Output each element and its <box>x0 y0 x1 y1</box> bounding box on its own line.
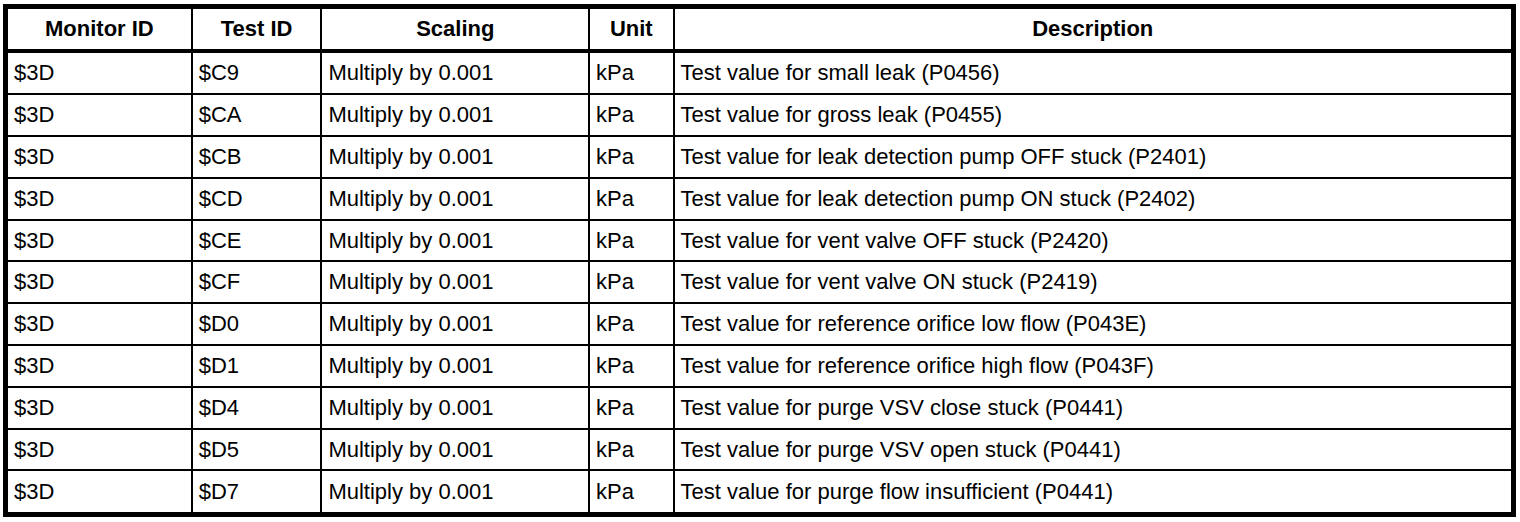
cell-monitor-id: $3D <box>6 51 192 94</box>
cell-unit: kPa <box>589 470 673 514</box>
cell-test-id: $CB <box>192 136 322 178</box>
cell-description: Test value for small leak (P0456) <box>674 51 1514 94</box>
table-row: $3D$D7Multiply by 0.001kPaTest value for… <box>6 470 1514 514</box>
monitor-test-table-container: Monitor ID Test ID Scaling Unit Descript… <box>3 4 1516 517</box>
cell-scaling: Multiply by 0.001 <box>321 220 589 262</box>
cell-monitor-id: $3D <box>6 429 192 471</box>
table-row: $3D$D1Multiply by 0.001kPaTest value for… <box>6 345 1514 387</box>
cell-test-id: $CF <box>192 261 322 303</box>
cell-test-id: $D5 <box>192 429 322 471</box>
cell-test-id: $CA <box>192 94 322 136</box>
cell-test-id: $D0 <box>192 303 322 345</box>
cell-scaling: Multiply by 0.001 <box>321 261 589 303</box>
table-row: $3D$C9Multiply by 0.001kPaTest value for… <box>6 51 1514 94</box>
cell-unit: kPa <box>589 387 673 429</box>
cell-monitor-id: $3D <box>6 136 192 178</box>
cell-monitor-id: $3D <box>6 470 192 514</box>
table-row: $3D$D0Multiply by 0.001kPaTest value for… <box>6 303 1514 345</box>
table-row: $3D$CDMultiply by 0.001kPaTest value for… <box>6 178 1514 220</box>
cell-scaling: Multiply by 0.001 <box>321 51 589 94</box>
cell-monitor-id: $3D <box>6 387 192 429</box>
cell-test-id: $CE <box>192 220 322 262</box>
cell-description: Test value for purge flow insufficient (… <box>674 470 1514 514</box>
cell-description: Test value for reference orifice high fl… <box>674 345 1514 387</box>
cell-unit: kPa <box>589 94 673 136</box>
cell-description: Test value for purge VSV close stuck (P0… <box>674 387 1514 429</box>
cell-unit: kPa <box>589 51 673 94</box>
cell-scaling: Multiply by 0.001 <box>321 429 589 471</box>
cell-description: Test value for vent valve ON stuck (P241… <box>674 261 1514 303</box>
cell-scaling: Multiply by 0.001 <box>321 178 589 220</box>
cell-unit: kPa <box>589 136 673 178</box>
cell-description: Test value for vent valve OFF stuck (P24… <box>674 220 1514 262</box>
cell-unit: kPa <box>589 261 673 303</box>
cell-test-id: $D4 <box>192 387 322 429</box>
column-header-monitor-id: Monitor ID <box>6 7 192 52</box>
cell-monitor-id: $3D <box>6 94 192 136</box>
cell-scaling: Multiply by 0.001 <box>321 94 589 136</box>
cell-test-id: $C9 <box>192 51 322 94</box>
cell-unit: kPa <box>589 178 673 220</box>
table-row: $3D$D4Multiply by 0.001kPaTest value for… <box>6 387 1514 429</box>
cell-monitor-id: $3D <box>6 345 192 387</box>
cell-unit: kPa <box>589 303 673 345</box>
cell-scaling: Multiply by 0.001 <box>321 345 589 387</box>
table-header-row: Monitor ID Test ID Scaling Unit Descript… <box>6 7 1514 52</box>
table-row: $3D$CFMultiply by 0.001kPaTest value for… <box>6 261 1514 303</box>
cell-description: Test value for purge VSV open stuck (P04… <box>674 429 1514 471</box>
column-header-unit: Unit <box>589 7 673 52</box>
table-row: $3D$CBMultiply by 0.001kPaTest value for… <box>6 136 1514 178</box>
cell-monitor-id: $3D <box>6 178 192 220</box>
cell-scaling: Multiply by 0.001 <box>321 136 589 178</box>
cell-unit: kPa <box>589 220 673 262</box>
cell-scaling: Multiply by 0.001 <box>321 470 589 514</box>
cell-unit: kPa <box>589 345 673 387</box>
table-row: $3D$CEMultiply by 0.001kPaTest value for… <box>6 220 1514 262</box>
cell-monitor-id: $3D <box>6 220 192 262</box>
cell-description: Test value for gross leak (P0455) <box>674 94 1514 136</box>
cell-description: Test value for reference orifice low flo… <box>674 303 1514 345</box>
column-header-description: Description <box>674 7 1514 52</box>
cell-description: Test value for leak detection pump OFF s… <box>674 136 1514 178</box>
table-header: Monitor ID Test ID Scaling Unit Descript… <box>6 7 1514 52</box>
column-header-test-id: Test ID <box>192 7 322 52</box>
cell-description: Test value for leak detection pump ON st… <box>674 178 1514 220</box>
cell-test-id: $D7 <box>192 470 322 514</box>
column-header-scaling: Scaling <box>321 7 589 52</box>
cell-scaling: Multiply by 0.001 <box>321 303 589 345</box>
cell-test-id: $D1 <box>192 345 322 387</box>
cell-monitor-id: $3D <box>6 303 192 345</box>
cell-monitor-id: $3D <box>6 261 192 303</box>
cell-test-id: $CD <box>192 178 322 220</box>
monitor-test-table: Monitor ID Test ID Scaling Unit Descript… <box>3 4 1516 517</box>
cell-unit: kPa <box>589 429 673 471</box>
table-body: $3D$C9Multiply by 0.001kPaTest value for… <box>6 51 1514 515</box>
table-row: $3D$CAMultiply by 0.001kPaTest value for… <box>6 94 1514 136</box>
cell-scaling: Multiply by 0.001 <box>321 387 589 429</box>
table-row: $3D$D5Multiply by 0.001kPaTest value for… <box>6 429 1514 471</box>
